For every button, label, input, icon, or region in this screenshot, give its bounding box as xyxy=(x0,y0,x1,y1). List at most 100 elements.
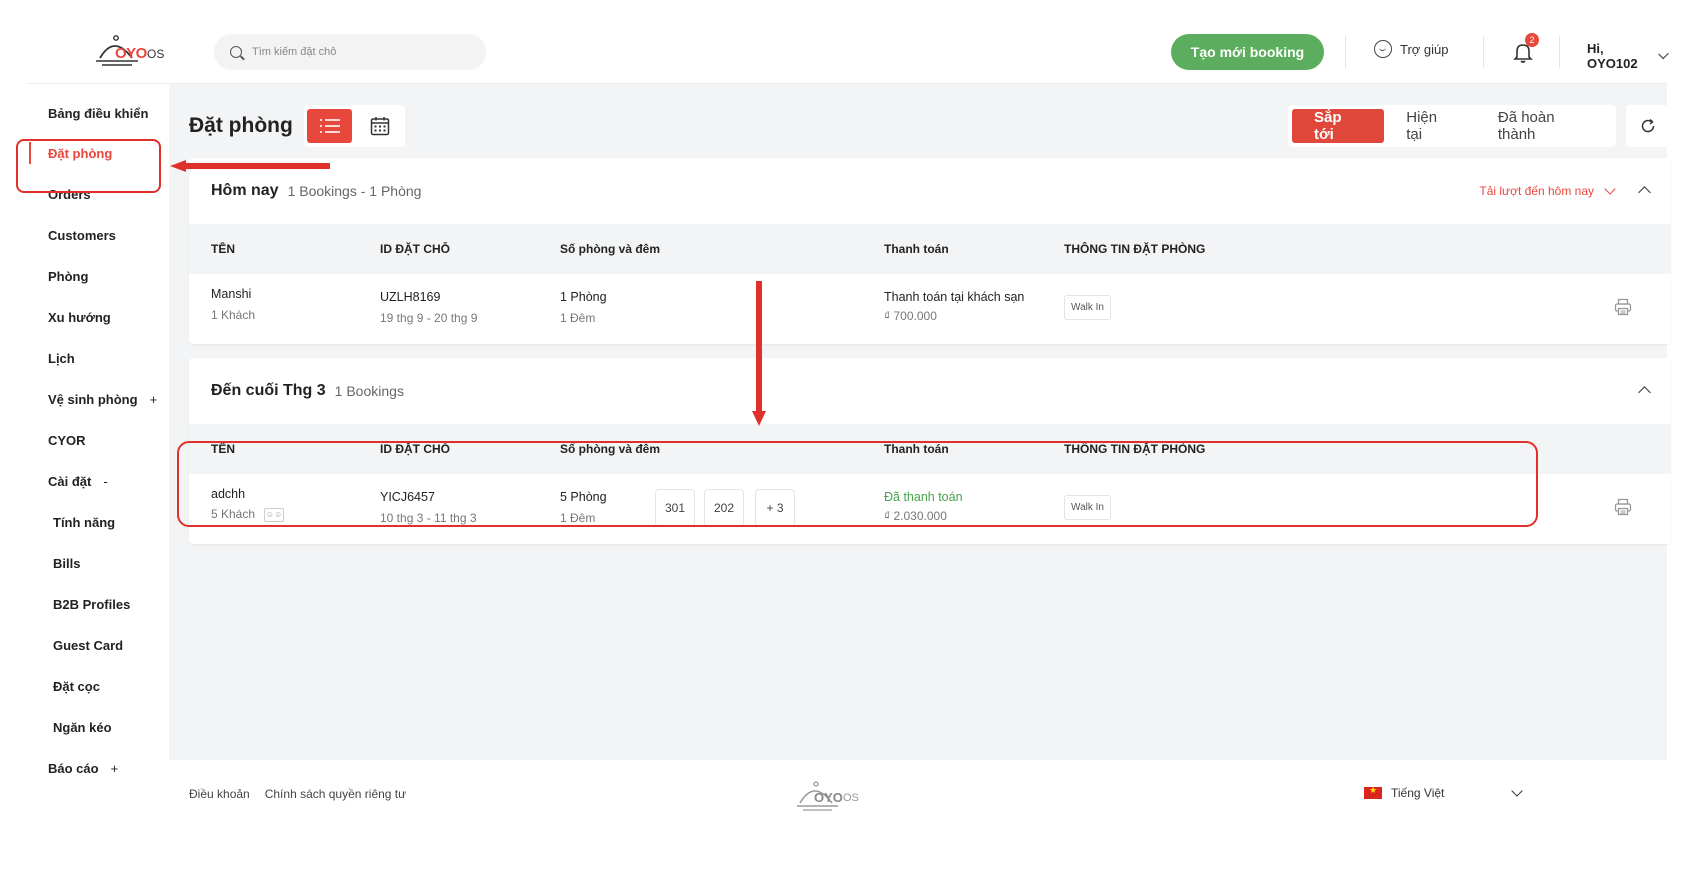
calendar-view-button[interactable] xyxy=(358,109,402,143)
help-link[interactable]: Trợ giúp xyxy=(1374,40,1449,58)
sidebar-item-label: Đặt phòng xyxy=(48,145,113,161)
sidebar-item-customers[interactable]: Customers xyxy=(27,216,169,254)
night-count: 1 Đêm xyxy=(560,511,596,525)
sidebar-item-rooms[interactable]: Phòng xyxy=(27,257,169,295)
annotation-arrow-down-icon xyxy=(752,281,766,426)
table-header: TÊN ID ĐẶT CHỖ Số phòng và đêm Thanh toá… xyxy=(189,224,1671,274)
refresh-button[interactable] xyxy=(1626,105,1669,147)
header-divider xyxy=(1345,36,1346,68)
privacy-link[interactable]: Chính sách quyền riêng tư xyxy=(264,787,407,801)
today-bookings-card: Hôm nay 1 Bookings - 1 Phòng Tải lượt đế… xyxy=(189,158,1671,344)
logo-text: OYO xyxy=(115,45,147,62)
sidebar-item-bills[interactable]: Bills xyxy=(27,544,169,582)
vietnam-flag-icon xyxy=(1364,785,1382,799)
sidebar-item-label: Bills xyxy=(53,555,81,571)
sidebar-item-dashboard[interactable]: Bảng điều khiển xyxy=(27,94,169,132)
sidebar-item-label: Đặt cọc xyxy=(53,678,100,694)
sidebar-item-label: Xu hướng xyxy=(48,309,111,325)
sidebar-item-reports[interactable]: Báo cáo + xyxy=(27,749,169,787)
tab-upcoming[interactable]: Sắp tới xyxy=(1292,109,1385,143)
tab-current[interactable]: Hiện tại xyxy=(1406,109,1438,143)
sidebar-item-label: Lịch xyxy=(48,350,75,366)
booking-id[interactable]: YICJ6457 xyxy=(380,490,435,504)
card-subtitle: 1 Bookings xyxy=(334,383,404,399)
column-header: Thanh toán xyxy=(884,442,949,456)
month-end-bookings-card: Đến cuối Thg 3 1 Bookings TÊN ID ĐẶT CHỖ… xyxy=(189,358,1671,544)
sidebar-item-label: Bảng điều khiển xyxy=(48,105,149,121)
sidebar-item-guest-card[interactable]: Guest Card xyxy=(27,626,169,664)
sidebar-item-calendar[interactable]: Lịch xyxy=(27,339,169,377)
card-title: Hôm nay xyxy=(211,182,279,199)
guest-name: Manshi xyxy=(211,287,252,301)
help-icon xyxy=(1374,40,1392,58)
oyo-os-logo[interactable]: OYO OS xyxy=(92,30,182,70)
sidebar-item-features[interactable]: Tính năng xyxy=(27,503,169,541)
booking-dates: 10 thg 3 - 11 thg 3 xyxy=(380,511,477,525)
column-header: ID ĐẶT CHỖ xyxy=(380,442,450,456)
expand-icon: + xyxy=(110,760,119,776)
group-icon: ☺☺ xyxy=(264,507,285,522)
room-count: 1 Phòng xyxy=(560,290,607,304)
chevron-down-icon xyxy=(1604,183,1616,195)
sidebar-item-label: Ngăn kéo xyxy=(53,719,112,735)
view-toggle xyxy=(304,105,405,147)
printer-icon[interactable] xyxy=(1614,298,1632,316)
terms-link[interactable]: Điều khoản xyxy=(189,787,250,801)
sidebar-item-orders[interactable]: Orders xyxy=(27,175,169,213)
sidebar-item-bookings[interactable]: Đặt phòng xyxy=(27,134,169,172)
logo-suffix: OS xyxy=(147,47,165,61)
new-booking-button[interactable]: Tạo mới booking xyxy=(1171,34,1324,70)
download-arrivals-label: Tải lượt đến hôm nay xyxy=(1479,184,1594,198)
table-row[interactable]: Manshi 1 Khách UZLH8169 19 thg 9 - 20 th… xyxy=(189,274,1671,340)
column-header: Số phòng và đêm xyxy=(560,242,661,256)
sidebar-item-housekeeping[interactable]: Vệ sinh phòng + xyxy=(27,380,169,418)
list-view-button[interactable] xyxy=(307,109,352,143)
payment-status: Đã thanh toán xyxy=(884,490,963,504)
printer-icon[interactable] xyxy=(1614,498,1632,516)
night-count: 1 Đêm xyxy=(560,311,596,325)
sidebar-item-trends[interactable]: Xu hướng xyxy=(27,298,169,336)
tab-completed[interactable]: Đã hoàn thành xyxy=(1497,109,1555,143)
footer-logo: OYO OS xyxy=(794,775,874,815)
table-header: TÊN ID ĐẶT CHỖ Số phòng và đêm Thanh toá… xyxy=(189,424,1671,474)
card-header: Đến cuối Thg 3 1 Bookings xyxy=(189,358,1671,424)
column-header: THÔNG TIN ĐẶT PHÒNG xyxy=(1064,442,1206,456)
user-greeting: Hi, OYO102 xyxy=(1587,41,1638,71)
table-row[interactable]: adchh 5 Khách ☺☺ YICJ6457 10 thg 3 - 11 t… xyxy=(189,474,1671,540)
sidebar-item-deposit[interactable]: Đặt cọc xyxy=(27,667,169,705)
sidebar-item-settings[interactable]: Cài đặt - xyxy=(27,462,169,500)
annotation-row-highlight xyxy=(177,441,1538,527)
booking-id[interactable]: UZLH8169 xyxy=(380,290,441,304)
header-divider xyxy=(1559,36,1560,68)
search-bar xyxy=(214,34,486,70)
bell-icon[interactable] xyxy=(1511,40,1535,64)
calendar-icon xyxy=(370,117,390,136)
payment-amount: ₫ 2.030.000 xyxy=(884,509,947,523)
sidebar-item-b2b-profiles[interactable]: B2B Profiles xyxy=(27,585,169,623)
booking-source-tag: Walk In xyxy=(1064,295,1111,320)
sidebar-item-drawer[interactable]: Ngăn kéo xyxy=(27,708,169,746)
card-subtitle: 1 Bookings - 1 Phòng xyxy=(287,183,422,199)
main-content: Đặt phòng xyxy=(169,84,1671,814)
column-header: Số phòng và đêm xyxy=(560,442,661,456)
download-arrivals-link[interactable]: Tải lượt đến hôm nay xyxy=(1479,183,1616,198)
language-selector[interactable]: Tiếng Việt xyxy=(1364,785,1445,800)
user-menu[interactable]: Hi, OYO102 xyxy=(1587,41,1669,71)
top-header: OYO OS Tạo mới booking Trợ giúp 2 Hi, OY… xyxy=(27,0,1669,84)
language-label: Tiếng Việt xyxy=(1391,786,1445,800)
cloche-icon xyxy=(96,35,138,66)
card-title: Đến cuối Thg 3 xyxy=(211,382,326,399)
column-header: ID ĐẶT CHỖ xyxy=(380,242,450,256)
chevron-down-icon[interactable] xyxy=(1511,785,1523,797)
sidebar-item-label: Orders xyxy=(48,186,91,202)
sidebar-item-cyor[interactable]: CYOR xyxy=(27,421,169,459)
column-header: Thanh toán xyxy=(884,242,949,256)
collapse-icon: - xyxy=(103,473,108,489)
search-input[interactable] xyxy=(252,46,452,58)
sidebar-item-label: Phòng xyxy=(48,268,89,284)
sidebar-item-label: Guest Card xyxy=(53,637,124,653)
expand-icon: + xyxy=(149,391,158,407)
footer-logo-text: OYO xyxy=(814,790,843,805)
payment-amount: ₫ 700.000 xyxy=(884,309,937,323)
list-icon xyxy=(319,119,340,133)
